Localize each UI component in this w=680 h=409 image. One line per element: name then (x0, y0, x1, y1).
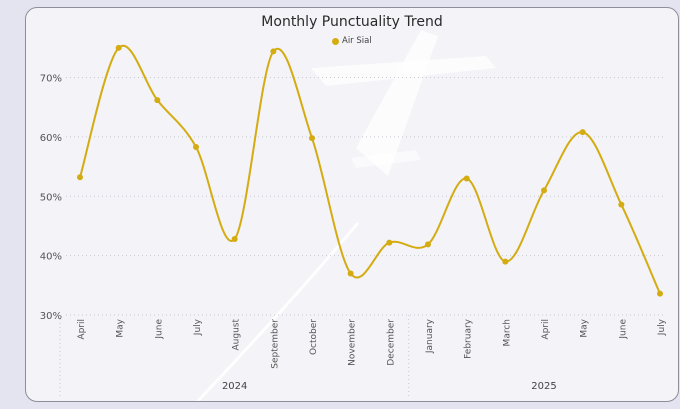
data-point (77, 174, 83, 181)
x-tick-label: February (464, 318, 474, 359)
data-point (502, 258, 509, 265)
data-point (270, 48, 277, 55)
data-point (309, 135, 315, 142)
y-axis: 30% 40% 50% 60% 70% (40, 74, 62, 322)
x-tick-label: June (618, 319, 628, 340)
x-tick-label: July (657, 318, 667, 336)
data-point (115, 44, 122, 51)
x-tick-label: July (193, 318, 203, 336)
x-tick-label: June (154, 319, 164, 340)
x-tick-label: January (425, 318, 435, 354)
data-point (347, 270, 354, 277)
x-axis: April May June July August September October No… (59, 315, 667, 398)
y-tick-label: 30% (40, 311, 62, 322)
line-chart: 30% 40% 50% 60% 70% April May June July August Se… (40, 30, 667, 401)
x-tick-label: August (232, 319, 242, 351)
data-point (193, 144, 199, 151)
data-point (154, 97, 161, 104)
y-tick-label: 40% (40, 252, 62, 263)
x-tick-label: October (309, 319, 319, 355)
y-tick-label: 60% (40, 133, 62, 144)
x-tick-label: May (116, 318, 126, 337)
data-point (386, 239, 393, 246)
year-label: 2024 (222, 381, 247, 392)
chart-card: Monthly Punctuality Trend Air Sial 30% 40… (25, 7, 679, 402)
contrail (195, 222, 360, 401)
data-point (657, 290, 663, 297)
chart-title: Monthly Punctuality Trend (261, 14, 443, 30)
x-tick-label: November (348, 319, 358, 366)
x-tick-label: April (541, 319, 551, 340)
series-lines (77, 44, 663, 297)
legend-marker (332, 37, 339, 45)
y-tick-label: 50% (40, 192, 62, 203)
data-point (579, 129, 586, 136)
legend-label: Air Sial (342, 36, 372, 46)
year-label: 2025 (531, 381, 556, 392)
x-tick-label: December (386, 319, 396, 366)
y-tick-label: 70% (40, 74, 62, 85)
data-point (425, 241, 431, 248)
gridlines (66, 77, 666, 316)
data-point (231, 236, 238, 243)
data-point (541, 187, 547, 194)
chart-legend: Air Sial (332, 36, 372, 46)
airplane-tail (351, 150, 421, 168)
data-point (463, 175, 470, 182)
airplane-body (356, 30, 438, 176)
x-tick-label: March (502, 319, 512, 346)
x-tick-label: April (77, 319, 87, 340)
x-tick-label: May (580, 318, 590, 337)
series-line (79, 44, 661, 295)
data-point (618, 201, 625, 208)
x-tick-label: September (270, 319, 280, 369)
